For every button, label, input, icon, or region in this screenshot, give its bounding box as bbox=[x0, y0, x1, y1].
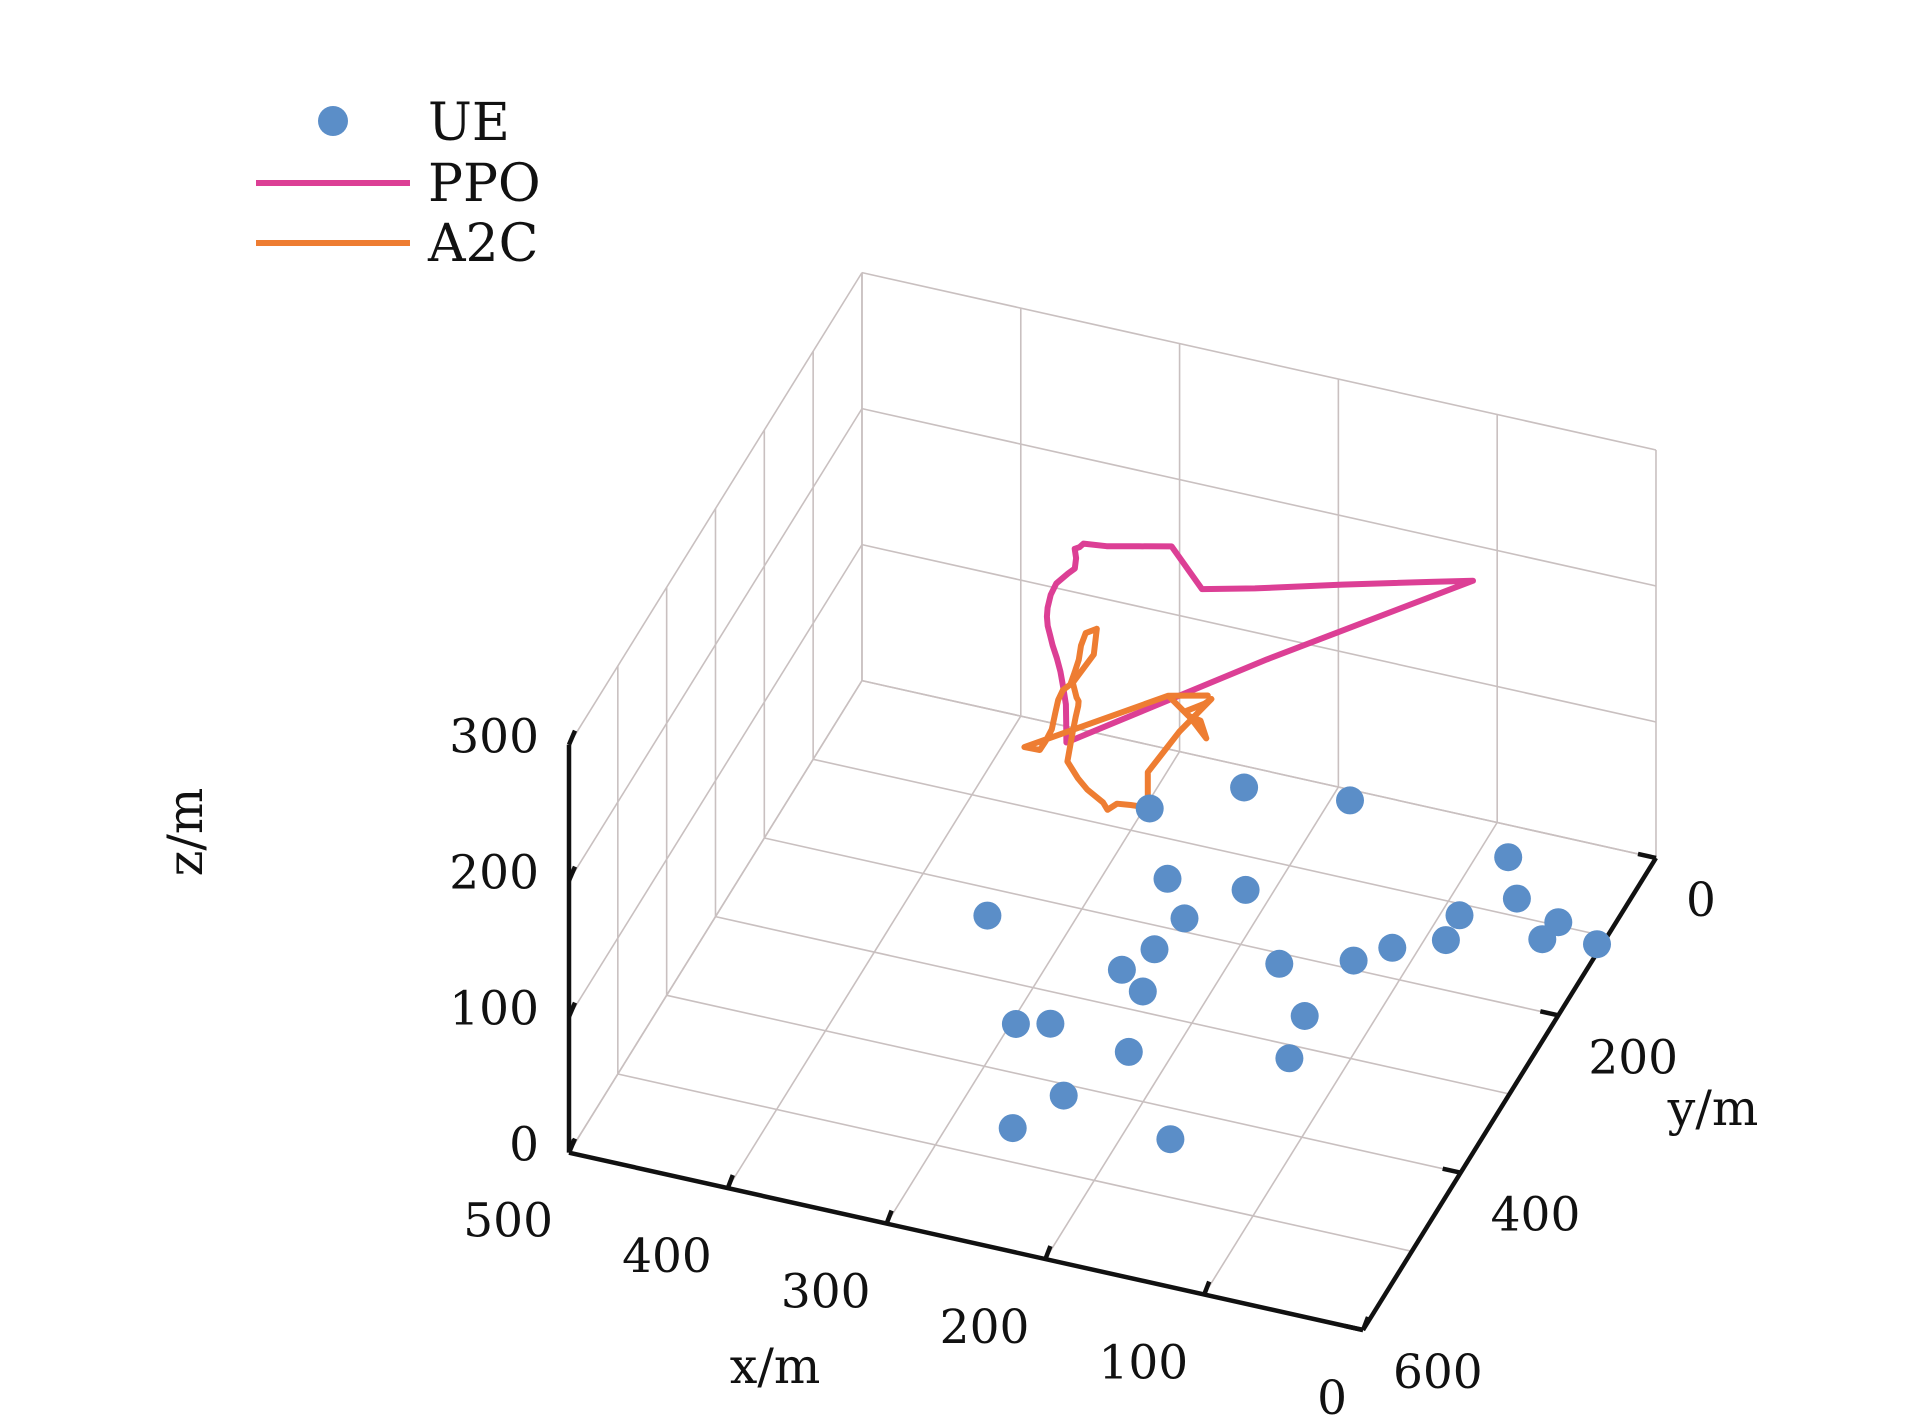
axes-layer: 0 100 200 300 400 500 0 200 400 600 0 100 200 300 bbox=[449, 710, 1716, 1417]
data-layer bbox=[973, 540, 1611, 1154]
ue-point bbox=[1153, 864, 1182, 893]
ue-point bbox=[1494, 843, 1523, 872]
grid-layer bbox=[568, 271, 1657, 1331]
ue-point bbox=[1170, 904, 1199, 933]
back-wall-gridline-horizontal bbox=[568, 408, 863, 882]
ue-point bbox=[1049, 1081, 1078, 1110]
y-axis-line bbox=[1361, 856, 1658, 1332]
ue-point bbox=[1275, 1044, 1304, 1073]
ue-point bbox=[1001, 1010, 1030, 1038]
back-wall-gridline-horizontal bbox=[568, 680, 863, 1154]
x-tick-label: 100 bbox=[1098, 1336, 1188, 1391]
ue-point bbox=[1265, 949, 1294, 978]
y-tick-label: 200 bbox=[1588, 1030, 1678, 1085]
floor-gridline-y bbox=[715, 915, 1510, 1095]
x-tick-label: 400 bbox=[622, 1229, 712, 1284]
z-tick-mark bbox=[566, 729, 578, 746]
ue-point bbox=[998, 1114, 1027, 1143]
x-tick-label: 300 bbox=[781, 1265, 871, 1320]
legend: UE PPO A2C bbox=[256, 93, 541, 274]
back-wall-gridline-horizontal bbox=[568, 544, 863, 1018]
y-tick-mark bbox=[1637, 851, 1657, 861]
x-tick-label: 200 bbox=[940, 1300, 1030, 1355]
z-tick-mark bbox=[566, 1001, 578, 1018]
floor-gridline-y bbox=[764, 837, 1559, 1017]
y-tick-label: 600 bbox=[1393, 1345, 1483, 1400]
ue-point bbox=[1128, 977, 1157, 1006]
x-tick-mark bbox=[1360, 1316, 1371, 1331]
ue-point bbox=[1156, 1125, 1185, 1154]
y-tick-label: 0 bbox=[1686, 873, 1716, 928]
z-tick-label: 0 bbox=[509, 1118, 539, 1173]
floor-gridline-y bbox=[812, 758, 1608, 938]
z-axis-label: z/m bbox=[157, 788, 214, 877]
x-tick-label: 0 bbox=[1317, 1371, 1347, 1417]
ue-point bbox=[1502, 884, 1531, 913]
y-tick-label: 400 bbox=[1491, 1188, 1581, 1243]
ue-point bbox=[1231, 875, 1260, 904]
legend-a2c-label: A2C bbox=[427, 214, 538, 274]
series-a2c-line bbox=[1021, 625, 1215, 813]
series-ppo-line bbox=[1043, 540, 1476, 746]
y-tick-mark bbox=[1442, 1166, 1462, 1175]
ue-point bbox=[1583, 930, 1611, 959]
side-wall-gridline-horizontal bbox=[861, 407, 1657, 587]
legend-ppo-label: PPO bbox=[428, 154, 541, 214]
x-tick-label: 500 bbox=[463, 1194, 553, 1249]
ue-point bbox=[1135, 794, 1164, 823]
y-tick-mark bbox=[1539, 1009, 1559, 1018]
legend-ue-marker bbox=[318, 106, 348, 136]
ue-point bbox=[1036, 1009, 1065, 1038]
axis-labels: x/m y/m z/m bbox=[157, 788, 1758, 1395]
ue-point bbox=[1336, 786, 1364, 815]
back-wall-gridline-horizontal bbox=[568, 272, 863, 746]
z-tick-label: 300 bbox=[449, 710, 539, 765]
x-tick-mark bbox=[725, 1174, 735, 1189]
ue-point bbox=[1431, 926, 1460, 955]
z-tick-mark bbox=[566, 865, 578, 882]
x-axis-label: x/m bbox=[730, 1338, 821, 1395]
ue-point bbox=[1140, 935, 1169, 964]
z-tick-label: 100 bbox=[449, 982, 539, 1037]
side-wall-gridline-horizontal bbox=[861, 679, 1657, 859]
x-tick-mark bbox=[1202, 1280, 1212, 1296]
ue-point bbox=[1528, 925, 1557, 954]
ue-point bbox=[973, 901, 1002, 930]
side-wall-gridline-horizontal bbox=[861, 271, 1657, 451]
z-tick-label: 200 bbox=[449, 846, 539, 901]
ue-point bbox=[1339, 946, 1368, 975]
y-axis-label: y/m bbox=[1667, 1080, 1759, 1137]
x-axis-line bbox=[568, 1150, 1364, 1333]
ue-point bbox=[1114, 1037, 1143, 1066]
ue-point bbox=[1230, 773, 1259, 802]
z-tick-mark bbox=[566, 1137, 578, 1154]
x-tick-mark bbox=[1043, 1245, 1053, 1260]
ue-point bbox=[1378, 933, 1407, 962]
ue-point bbox=[1107, 955, 1136, 984]
ue-point bbox=[1445, 901, 1474, 930]
x-tick-mark bbox=[884, 1209, 894, 1225]
ue-point bbox=[1290, 1002, 1319, 1030]
legend-ue-label: UE bbox=[428, 93, 510, 153]
y-tick-mark bbox=[1344, 1323, 1364, 1333]
side-wall-gridline-horizontal bbox=[861, 543, 1657, 723]
floor-gridline-y bbox=[617, 1073, 1413, 1253]
